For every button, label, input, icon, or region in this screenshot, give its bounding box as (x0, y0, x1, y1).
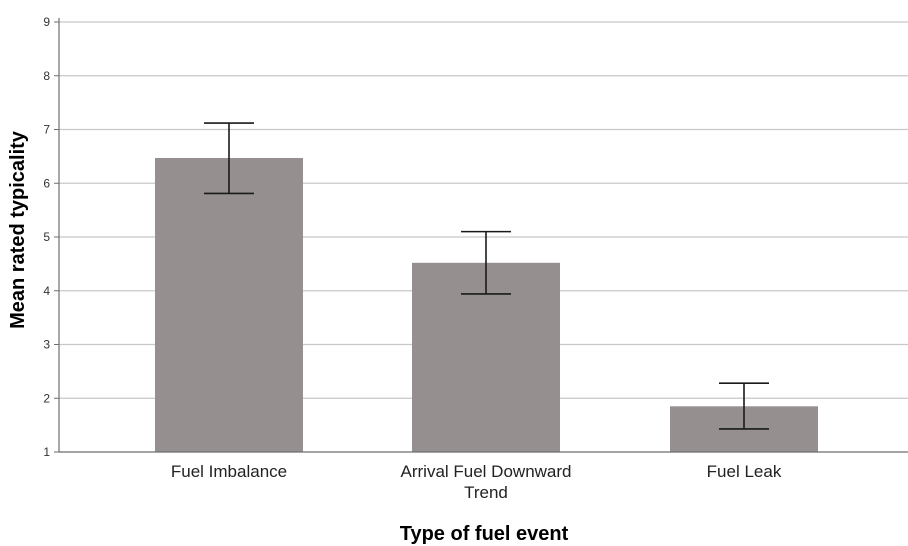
error-bar (204, 122, 254, 195)
y-tick-label: 4 (43, 284, 50, 298)
bar (155, 157, 303, 453)
x-tick-label: Arrival Fuel Downward (401, 462, 572, 481)
y-axis-title: Mean rated typicality (7, 130, 29, 329)
x-tick-label: Trend (464, 483, 508, 502)
x-axis-title: Type of fuel event (400, 523, 569, 545)
y-tick-label: 8 (43, 69, 50, 83)
axes (54, 18, 908, 453)
x-tick-label: Fuel Imbalance (171, 462, 287, 481)
y-tick-label: 5 (43, 230, 50, 244)
x-tick-labels: Fuel Imbalance Arrival Fuel Downward Trend… (171, 462, 782, 502)
error-bar (719, 382, 769, 430)
y-tick-label: 9 (43, 15, 50, 29)
error-bar (461, 230, 511, 295)
y-tick-label: 7 (43, 123, 50, 137)
y-tick-label: 1 (43, 445, 50, 459)
error-bars (204, 122, 769, 430)
bars (155, 157, 818, 453)
y-tick-label: 3 (43, 338, 50, 352)
y-tick-label: 2 (43, 391, 50, 405)
y-tick-label: 6 (43, 176, 50, 190)
x-tick-label: Fuel Leak (707, 462, 782, 481)
y-tick-labels: 1 2 3 4 5 6 7 8 9 (43, 15, 50, 459)
